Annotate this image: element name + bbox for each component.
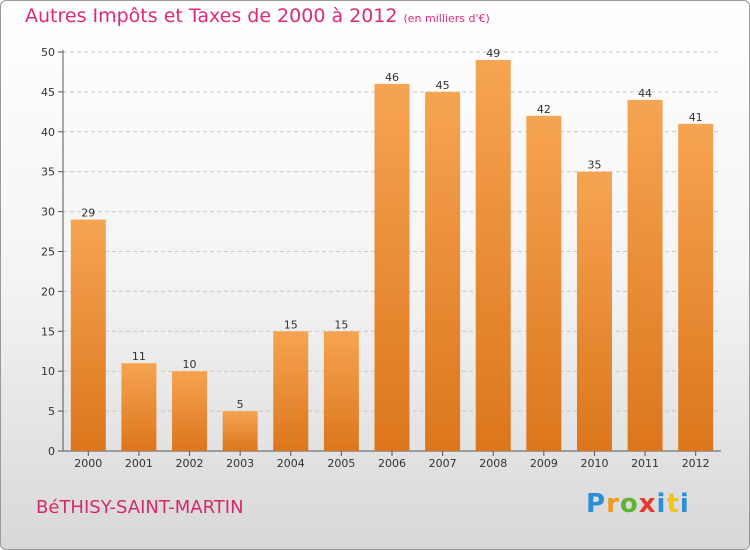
unit-note: (en milliers d'€): [403, 12, 490, 25]
value-label-2009: 42: [537, 103, 551, 116]
y-tick-label-10: 10: [41, 365, 55, 378]
value-label-2000: 29: [81, 207, 95, 220]
x-tick-label-2008: 2008: [479, 457, 507, 470]
x-tick-label-2000: 2000: [74, 457, 102, 470]
value-labels: 29 11 10 5 15 15 46 45 49 42 35 44 41: [81, 47, 702, 411]
x-tick-label-2006: 2006: [378, 457, 406, 470]
bar-2002: [172, 371, 208, 451]
x-tick-labels: 2000 2001 2002 2003 2004 2005 2006 2007 2008 2009…: [74, 451, 710, 470]
bar-2010: [576, 171, 612, 451]
y-tick-label-15: 15: [41, 325, 55, 338]
y-tick-label-20: 20: [41, 285, 55, 298]
x-tick-label-2007: 2007: [429, 457, 457, 470]
y-tick-label-45: 45: [41, 86, 55, 99]
value-label-2006: 46: [385, 71, 399, 84]
value-label-2008: 49: [486, 47, 500, 60]
bar-2011: [627, 99, 663, 451]
y-tick-label-50: 50: [41, 46, 55, 59]
y-tick-label-30: 30: [41, 206, 55, 219]
bar-2001: [121, 363, 157, 451]
value-label-2003: 5: [237, 398, 244, 411]
y-tick-label-5: 5: [48, 405, 55, 418]
x-tick-label-2001: 2001: [125, 457, 153, 470]
y-tick-label-40: 40: [41, 126, 55, 139]
y-tick-label-0: 0: [48, 445, 55, 458]
value-label-2001: 11: [132, 350, 146, 363]
bar-2004: [273, 331, 309, 451]
bar-2007: [425, 91, 461, 452]
x-tick-label-2010: 2010: [580, 457, 608, 470]
value-label-2007: 45: [436, 79, 450, 92]
x-tick-label-2012: 2012: [682, 457, 710, 470]
value-label-2011: 44: [638, 87, 652, 100]
y-tick-labels: 0 5 10 15 20 25 30 35 40 45 50: [41, 46, 55, 458]
x-tick-label-2005: 2005: [327, 457, 355, 470]
bar-2006: [374, 83, 410, 452]
x-tick-label-2009: 2009: [530, 457, 558, 470]
value-label-2010: 35: [587, 159, 601, 172]
value-label-2002: 10: [183, 358, 197, 371]
proxiti-logo: Proxiti: [586, 489, 690, 519]
bar-2009: [526, 115, 562, 451]
value-label-2005: 15: [334, 318, 348, 331]
bar-2012: [678, 123, 714, 451]
bar-2000: [70, 219, 106, 451]
x-tick-label-2004: 2004: [277, 457, 305, 470]
bars: [70, 59, 714, 452]
x-tick-label-2002: 2002: [176, 457, 204, 470]
value-label-2012: 41: [689, 111, 703, 124]
commune-name: BéTHISY-SAINT-MARTIN: [36, 497, 244, 518]
bar-2008: [475, 59, 511, 451]
y-tick-label-35: 35: [41, 166, 55, 179]
bar-2005: [323, 331, 359, 451]
x-tick-label-2003: 2003: [226, 457, 254, 470]
chart-title-text: Autres Impôts et Taxes de 2000 à 2012: [25, 5, 398, 27]
y-tick-label-25: 25: [41, 246, 55, 259]
x-tick-label-2011: 2011: [631, 457, 659, 470]
value-label-2004: 15: [284, 318, 298, 331]
chart-title: Autres Impôts et Taxes de 2000 à 2012 (en…: [25, 5, 490, 27]
bar-2003: [222, 411, 258, 451]
